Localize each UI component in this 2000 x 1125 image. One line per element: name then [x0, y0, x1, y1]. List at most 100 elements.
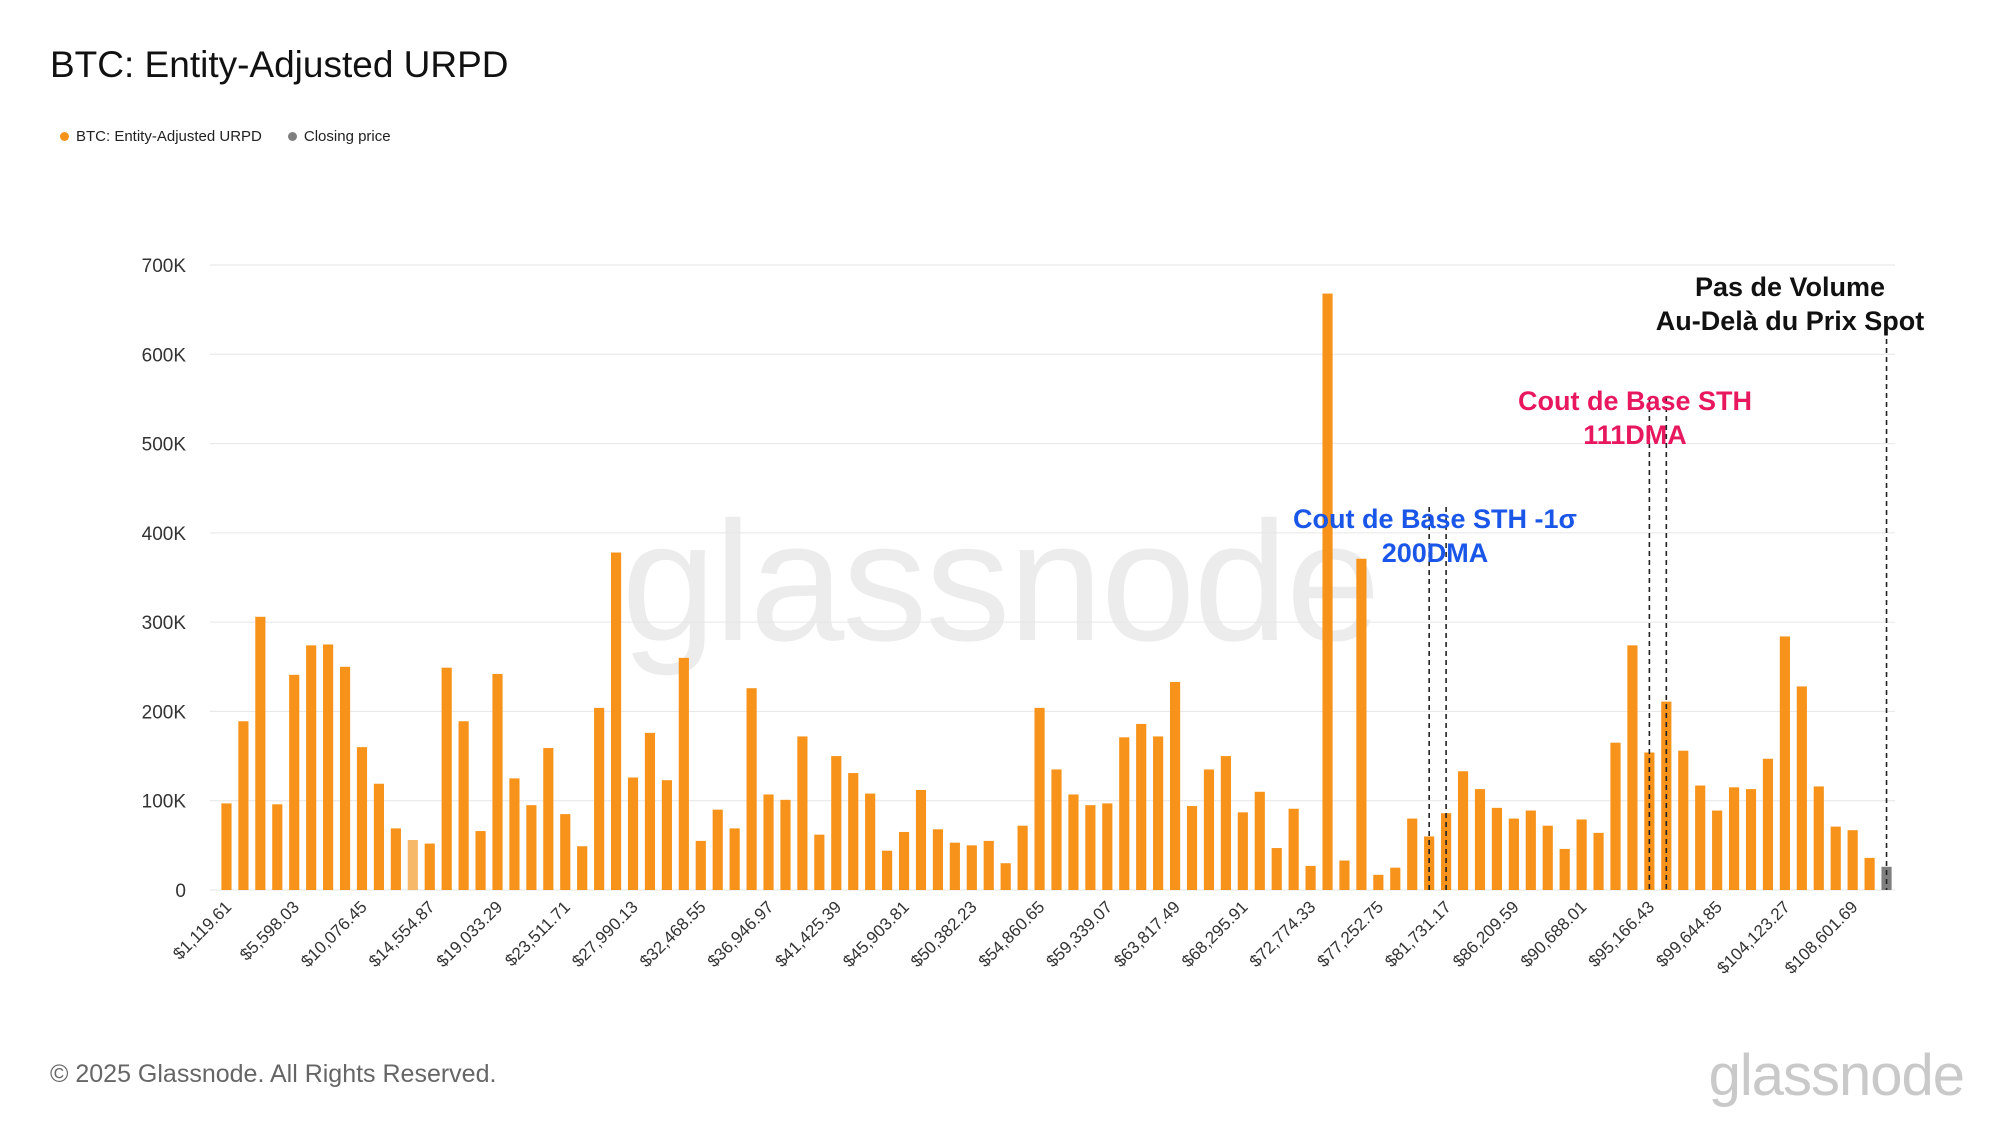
bar[interactable] [339, 666, 351, 890]
bar[interactable] [1102, 803, 1113, 890]
bar[interactable] [1576, 819, 1587, 890]
bar[interactable] [1390, 867, 1401, 890]
bar[interactable] [1424, 836, 1435, 890]
legend-item-urpd[interactable]: BTC: Entity-Adjusted URPD [60, 128, 262, 145]
bar[interactable] [712, 809, 723, 890]
bar[interactable] [882, 850, 893, 890]
bar[interactable] [932, 829, 944, 890]
bar[interactable] [475, 831, 486, 890]
bar[interactable] [1881, 866, 1892, 890]
bar[interactable] [492, 673, 503, 890]
bar[interactable] [695, 840, 706, 890]
bar[interactable] [983, 840, 994, 890]
bar[interactable] [1254, 791, 1265, 890]
bar[interactable] [1610, 742, 1621, 890]
bar[interactable] [1525, 810, 1536, 890]
bar[interactable] [1407, 818, 1418, 890]
bar[interactable] [1237, 812, 1248, 890]
bar[interactable] [1474, 789, 1486, 890]
bar[interactable] [1864, 857, 1875, 890]
bar[interactable] [373, 783, 385, 890]
bar[interactable] [644, 732, 656, 890]
bar[interactable] [458, 721, 469, 890]
bar[interactable] [1000, 863, 1011, 890]
annotations: Pas de Volume Au-Delà du Prix Spot Cout de… [1293, 272, 1924, 890]
bar[interactable] [1830, 826, 1841, 890]
bar[interactable] [1169, 681, 1181, 890]
bar[interactable] [915, 790, 927, 890]
bar[interactable] [966, 845, 977, 890]
bar[interactable] [272, 804, 283, 890]
bar[interactable] [1186, 806, 1198, 890]
bar[interactable] [1813, 786, 1824, 890]
bar[interactable] [1271, 848, 1282, 890]
bar[interactable] [1678, 750, 1689, 890]
bar[interactable] [1051, 769, 1062, 890]
bar[interactable] [1508, 818, 1519, 890]
bar[interactable] [1220, 756, 1231, 890]
bar[interactable] [1745, 789, 1757, 890]
bar[interactable] [746, 688, 757, 890]
bar[interactable] [627, 777, 639, 891]
bar[interactable] [678, 657, 689, 890]
bar[interactable] [797, 736, 808, 890]
bar[interactable] [1779, 636, 1790, 890]
bar[interactable] [1119, 737, 1130, 890]
bar[interactable] [390, 828, 401, 890]
bar[interactable] [1728, 787, 1740, 890]
bar[interactable] [1017, 825, 1028, 890]
bar[interactable] [1762, 758, 1774, 890]
bar[interactable] [356, 747, 368, 890]
bar[interactable] [1373, 874, 1384, 890]
bar[interactable] [729, 828, 740, 890]
bar[interactable] [814, 834, 825, 890]
bar[interactable] [831, 756, 842, 890]
bar[interactable] [424, 843, 435, 890]
bar[interactable] [1593, 832, 1604, 890]
bar[interactable] [1457, 771, 1469, 890]
bar[interactable] [255, 616, 266, 890]
bar[interactable] [1542, 825, 1553, 890]
bar[interactable] [1627, 645, 1638, 890]
bar[interactable] [407, 840, 418, 890]
bar[interactable] [1085, 805, 1096, 890]
bar[interactable] [560, 814, 571, 890]
bar[interactable] [661, 780, 672, 890]
bar[interactable] [323, 644, 334, 890]
bar[interactable] [610, 552, 622, 891]
bar[interactable] [1356, 558, 1367, 890]
bar[interactable] [1491, 807, 1503, 890]
bar[interactable] [1712, 810, 1723, 890]
bar[interactable] [1322, 293, 1333, 891]
bar[interactable] [1203, 769, 1215, 890]
bar[interactable] [898, 831, 910, 890]
bar[interactable] [1136, 723, 1147, 890]
bar[interactable] [1559, 848, 1570, 890]
bar[interactable] [594, 707, 605, 890]
bars [221, 293, 1892, 891]
bar[interactable] [526, 805, 537, 890]
bar[interactable] [221, 803, 232, 890]
bar[interactable] [1068, 794, 1079, 890]
bar[interactable] [780, 799, 791, 890]
bar[interactable] [306, 645, 317, 890]
bar[interactable] [509, 778, 520, 890]
bar[interactable] [1305, 865, 1316, 890]
bar[interactable] [949, 842, 960, 890]
bar[interactable] [543, 748, 554, 890]
bar[interactable] [1796, 686, 1807, 890]
bar[interactable] [1153, 736, 1164, 890]
bar[interactable] [1288, 808, 1299, 890]
bar[interactable] [848, 773, 859, 890]
bar[interactable] [1034, 707, 1045, 890]
bar[interactable] [1695, 785, 1706, 890]
bar[interactable] [577, 846, 588, 890]
bar[interactable] [1847, 830, 1858, 890]
bar[interactable] [865, 793, 876, 890]
bar[interactable] [238, 721, 249, 890]
legend-item-closing-price[interactable]: Closing price [287, 128, 391, 145]
bar[interactable] [1339, 860, 1350, 890]
bar[interactable] [763, 794, 774, 890]
bar[interactable] [289, 674, 300, 890]
bar[interactable] [441, 667, 452, 890]
